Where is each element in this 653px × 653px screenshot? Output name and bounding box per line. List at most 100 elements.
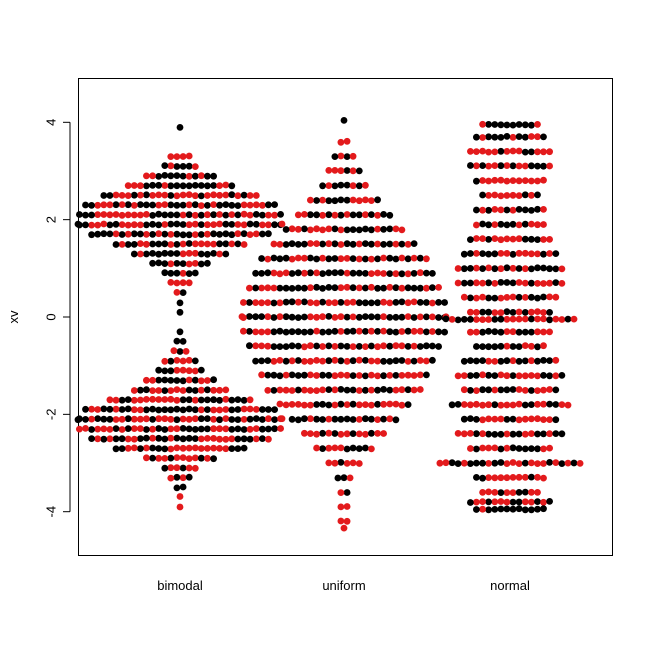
data-point — [386, 254, 394, 262]
data-point — [473, 309, 480, 316]
data-point — [337, 430, 345, 438]
data-point — [349, 343, 357, 350]
data-point — [252, 357, 259, 365]
data-point — [301, 211, 308, 218]
data-point — [149, 192, 157, 199]
data-point — [161, 396, 169, 403]
data-point — [509, 444, 517, 452]
data-point — [252, 284, 259, 292]
data-point — [540, 315, 547, 323]
data-point — [515, 343, 523, 350]
data-point — [576, 460, 584, 467]
data-point — [479, 191, 486, 199]
data-point — [497, 445, 505, 453]
data-point — [485, 488, 492, 496]
data-point — [197, 260, 205, 268]
data-point — [179, 221, 187, 228]
data-point — [528, 279, 535, 287]
data-point — [313, 342, 320, 350]
data-point — [404, 358, 412, 365]
data-point — [558, 316, 566, 323]
data-point — [436, 459, 444, 467]
data-point — [234, 221, 242, 228]
data-point — [398, 226, 406, 234]
data-point — [491, 148, 499, 156]
data-point — [454, 316, 462, 324]
data-point — [137, 230, 144, 238]
data-point — [355, 460, 363, 467]
data-point — [349, 416, 357, 423]
data-point — [270, 357, 278, 365]
data-point — [94, 230, 102, 238]
data-point — [398, 313, 406, 321]
data-point — [343, 137, 351, 145]
data-point — [362, 430, 369, 438]
data-point — [355, 211, 363, 219]
data-point — [528, 133, 535, 140]
data-point — [423, 342, 430, 350]
data-point — [204, 445, 211, 452]
data-point — [386, 372, 394, 379]
data-point — [368, 401, 375, 409]
data-point — [398, 270, 406, 278]
data-point — [410, 284, 418, 292]
data-point — [222, 191, 230, 199]
data-point — [124, 425, 132, 432]
data-point — [362, 211, 369, 219]
data-point — [552, 265, 560, 273]
data-point — [540, 416, 547, 423]
data-point — [222, 415, 230, 422]
data-point — [282, 401, 290, 409]
data-point — [564, 401, 572, 409]
data-point — [204, 386, 211, 394]
data-point — [491, 415, 499, 423]
data-point — [355, 255, 363, 263]
data-point — [491, 265, 499, 273]
data-point — [497, 134, 505, 141]
data-point — [301, 298, 308, 306]
data-point — [491, 316, 499, 323]
data-point — [331, 255, 339, 262]
points-layer — [74, 117, 584, 532]
data-point — [319, 357, 326, 365]
data-point — [331, 386, 339, 394]
data-point — [185, 473, 193, 481]
data-point — [460, 265, 468, 273]
data-point — [276, 327, 284, 335]
data-point — [258, 342, 265, 350]
data-point — [161, 464, 169, 472]
data-point — [282, 313, 290, 321]
data-point — [155, 454, 163, 462]
data-point — [540, 133, 547, 141]
data-point — [392, 328, 400, 336]
data-point — [521, 315, 529, 323]
data-point — [106, 396, 114, 404]
data-point — [404, 270, 412, 278]
data-point — [467, 415, 474, 422]
data-point — [82, 405, 89, 413]
data-point — [222, 395, 230, 403]
data-point — [392, 416, 400, 424]
data-point — [271, 425, 278, 433]
data-point — [331, 240, 339, 248]
data-point — [368, 211, 375, 219]
data-point — [210, 221, 218, 229]
data-point — [528, 342, 535, 350]
data-point — [210, 455, 218, 463]
data-point — [191, 163, 199, 171]
data-point — [271, 221, 278, 229]
data-point — [161, 230, 169, 238]
data-point — [546, 444, 553, 452]
data-point — [362, 299, 369, 307]
data-point — [349, 444, 357, 452]
data-point — [313, 225, 320, 233]
data-point — [149, 181, 157, 189]
data-point — [161, 249, 169, 257]
data-point — [259, 211, 266, 219]
data-point — [331, 444, 339, 452]
data-point — [362, 444, 369, 452]
data-point — [130, 230, 138, 238]
data-point — [204, 250, 211, 258]
data-point — [479, 343, 486, 350]
data-point — [467, 236, 474, 244]
